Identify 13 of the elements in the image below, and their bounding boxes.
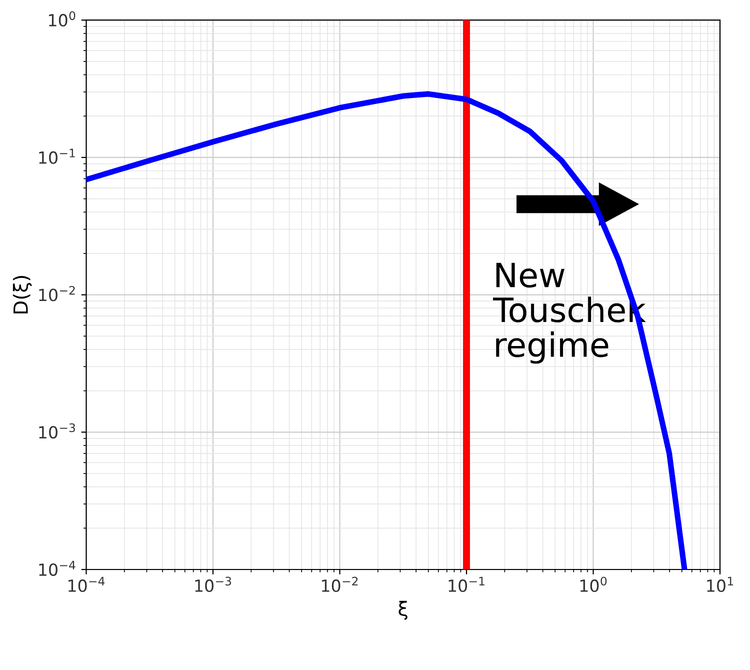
y-tick-label: 10$^{−1}$ xyxy=(39,148,75,164)
y-tick-label: 10$^{−4}$ xyxy=(39,560,76,576)
x-tick-label: 10$^{0}$ xyxy=(580,576,607,592)
y-axis-title: D(ξ) xyxy=(12,276,32,314)
y-tick-label: 10$^{−2}$ xyxy=(39,286,75,302)
x-axis-title: ξ xyxy=(398,600,408,620)
x-tick-label: 10$^{−1}$ xyxy=(448,576,484,592)
x-tick-label: 10$^{−2}$ xyxy=(322,576,358,592)
x-tick-label: 10$^{−4}$ xyxy=(68,576,105,592)
x-tick-label: 10$^{1}$ xyxy=(707,576,734,592)
y-tick-label: 10$^{−3}$ xyxy=(39,423,75,439)
x-tick-label: 10$^{−3}$ xyxy=(195,576,232,592)
y-tick-label: 10$^{0}$ xyxy=(49,11,76,27)
